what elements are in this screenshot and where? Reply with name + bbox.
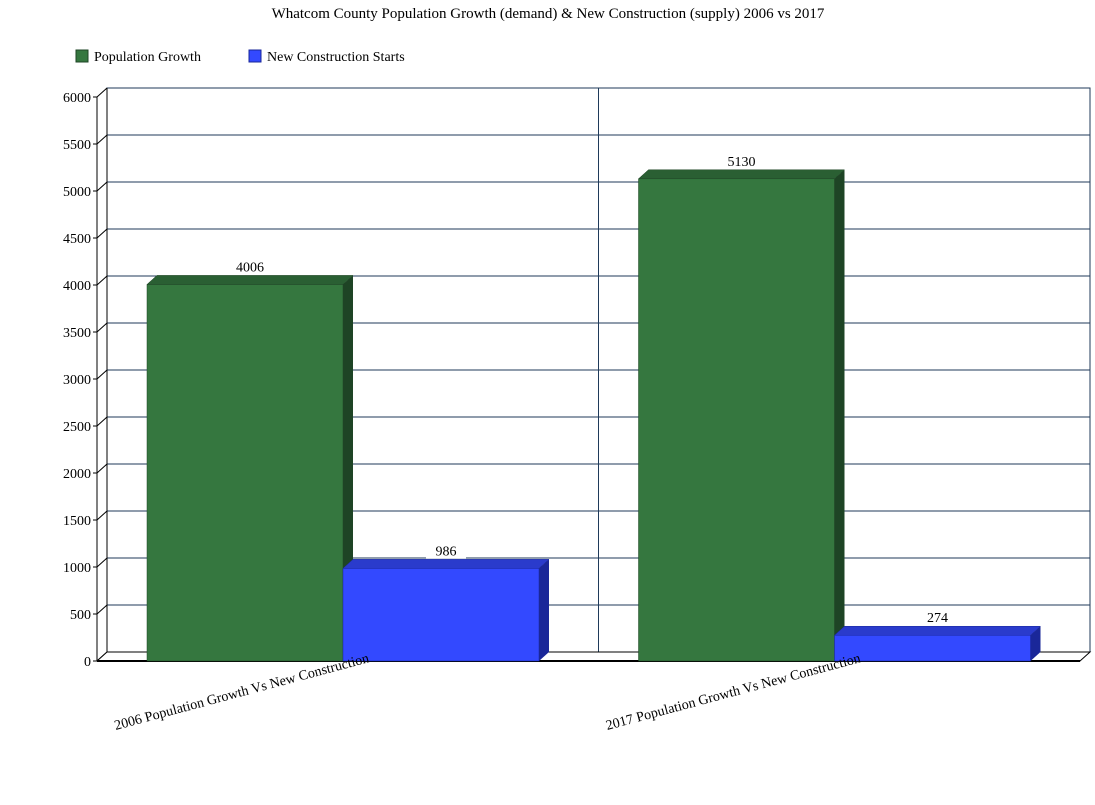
gridline-depth (96, 275, 108, 286)
y-tick-label: 1500 (63, 514, 91, 529)
data-label-bg (230, 256, 270, 275)
bar-side (834, 169, 845, 661)
bar-top (146, 275, 354, 285)
gridline-depth (96, 228, 108, 239)
bar (342, 568, 540, 662)
data-label: 5130 (728, 155, 756, 170)
data-label: 274 (927, 611, 948, 626)
gridline-depth (96, 510, 108, 521)
y-tick-label: 0 (84, 655, 91, 670)
legend-label-population-growth: Population Growth (94, 50, 201, 65)
data-label: 4006 (236, 260, 264, 275)
y-tick-label: 4500 (63, 232, 91, 247)
y-tick-label: 4000 (63, 279, 91, 294)
data-label-bg (426, 540, 466, 559)
y-tick-label: 2000 (63, 467, 91, 482)
bar-top (342, 559, 550, 569)
gridline-depth (96, 604, 108, 615)
data-label: 986 (436, 544, 457, 559)
bar-side (1030, 626, 1041, 661)
bar (146, 284, 344, 662)
y-tick-label: 6000 (63, 91, 91, 106)
y-tick-label: 2500 (63, 420, 91, 435)
category-label: 2006 Population Growth Vs New Constructi… (113, 651, 371, 734)
legend-label-new-construction-starts: New Construction Starts (267, 50, 405, 65)
bar-side (539, 559, 549, 661)
y-tick-label: 1000 (63, 561, 91, 576)
plot-area: 0 500 1000 1500 2000 2500 3000 3500 4000 4500 5000… (63, 87, 1092, 734)
gridline-depth (96, 181, 108, 192)
gridline-depth (96, 557, 108, 568)
chart-title: Whatcom County Population Growth (demand… (272, 6, 825, 22)
gridline-depth (96, 416, 108, 427)
y-tick-label: 500 (70, 608, 91, 623)
gridline-depth (96, 134, 108, 145)
bar-top (833, 625, 1042, 636)
gridline-depth (96, 463, 108, 474)
legend-swatch-new-construction-starts (248, 49, 262, 63)
bar-top (637, 169, 846, 180)
y-tick-label: 3000 (63, 373, 91, 388)
y-tick-label: 3500 (63, 326, 91, 341)
y-tick-label: 5500 (63, 138, 91, 153)
legend: Population Growth New Construction Start… (75, 49, 405, 65)
gridline-depth (96, 322, 108, 333)
category-label: 2017 Population Growth Vs New Constructi… (604, 651, 862, 734)
bar (834, 634, 1031, 662)
y-tick-label: 5000 (63, 185, 91, 200)
data-label-bg (721, 150, 762, 169)
legend-swatch-population-growth (75, 49, 89, 63)
gridline-depth (96, 369, 108, 380)
data-label-bg (917, 607, 958, 626)
bar (638, 178, 835, 662)
gridline-depth (96, 87, 108, 98)
